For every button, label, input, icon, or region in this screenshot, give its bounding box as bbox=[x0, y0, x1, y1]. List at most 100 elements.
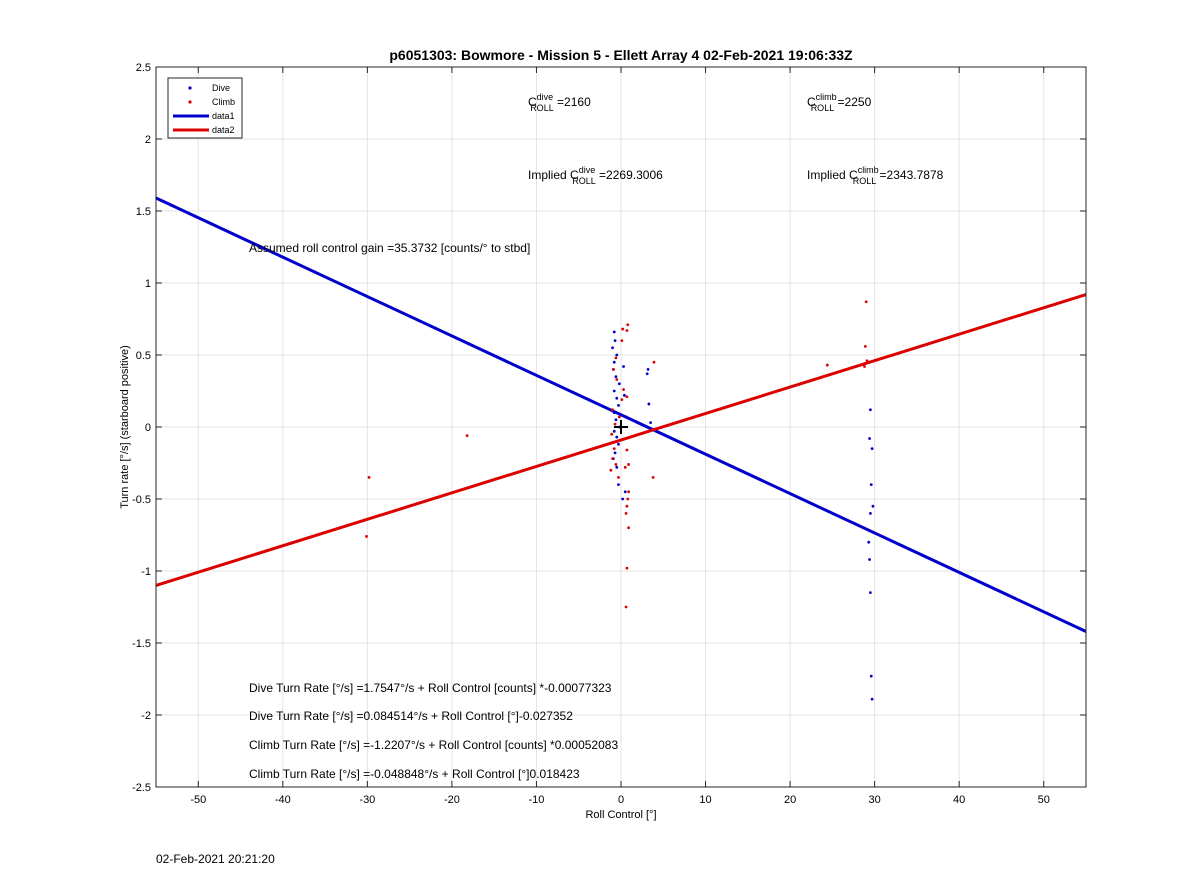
equation-dive-degrees: Dive Turn Rate [°/s] =0.084514°/s + Roll… bbox=[249, 709, 573, 723]
fit-line-data1 bbox=[155, 196, 1087, 633]
y-tick-label: -2 bbox=[141, 710, 151, 722]
climb-point bbox=[652, 360, 656, 364]
climb-point bbox=[613, 422, 617, 426]
climb-point bbox=[609, 468, 613, 472]
dive-point bbox=[614, 418, 618, 422]
fit-lines bbox=[155, 196, 1087, 633]
legend-data1-label: data1 bbox=[212, 111, 235, 121]
climb-point bbox=[625, 329, 629, 332]
climb-point bbox=[626, 323, 630, 327]
y-axis-ticks: -2.5 -2 -1.5 -1 -0.5 0 0.5 1 1.5 2 2.5 bbox=[132, 62, 1086, 794]
climb-point bbox=[625, 395, 629, 399]
x-tick-label: 30 bbox=[869, 794, 881, 806]
legend-data2-label: data2 bbox=[212, 125, 235, 135]
c-climb-annotation: Cclimb ROLL =2250 bbox=[807, 92, 872, 113]
dive-point bbox=[869, 483, 873, 486]
y-tick-label: -2.5 bbox=[132, 782, 151, 794]
climb-point bbox=[612, 447, 616, 450]
dive-point bbox=[868, 558, 871, 561]
dive-point bbox=[622, 393, 626, 397]
climb-point bbox=[616, 440, 620, 443]
print-timestamp: 02-Feb-2021 20:21:20 bbox=[156, 852, 275, 866]
climb-point bbox=[863, 365, 866, 368]
implied-climb-annotation: Implied Cclimb ROLL =2343.7878 bbox=[807, 165, 944, 186]
y-tick-label: 2 bbox=[145, 134, 151, 146]
climb-point bbox=[620, 339, 624, 342]
dive-point bbox=[612, 411, 616, 414]
dive-point bbox=[615, 465, 619, 469]
climb-point bbox=[625, 566, 629, 570]
climb-point bbox=[627, 463, 631, 466]
x-tick-label: -20 bbox=[444, 794, 460, 806]
dive-point bbox=[617, 483, 620, 486]
equation-dive-counts: Dive Turn Rate [°/s] =1.7547°/s + Roll C… bbox=[249, 681, 612, 695]
dive-point bbox=[622, 365, 625, 368]
climb-point bbox=[627, 490, 631, 494]
dive-point bbox=[612, 429, 616, 433]
dive-point bbox=[611, 346, 614, 350]
climb-point bbox=[611, 457, 614, 461]
equation-climb-counts: Climb Turn Rate [°/s] =-1.2207°/s + Roll… bbox=[249, 738, 618, 752]
x-tick-label: 50 bbox=[1038, 794, 1050, 806]
chart-title: p6051303: Bowmore - Mission 5 - Ellett A… bbox=[389, 47, 853, 63]
climb-point bbox=[610, 432, 614, 436]
y-tick-label: 0.5 bbox=[136, 350, 151, 362]
climb-point bbox=[622, 388, 625, 391]
climb-point bbox=[863, 344, 867, 348]
dive-point bbox=[613, 339, 617, 342]
dive-point bbox=[867, 540, 871, 544]
y-tick-label: 1 bbox=[145, 278, 151, 290]
climb-point bbox=[615, 378, 619, 381]
legend-dive-label: Dive bbox=[212, 83, 230, 93]
climb-point bbox=[624, 512, 628, 515]
dive-point bbox=[646, 368, 650, 371]
gain-annotation: Assumed roll control gain =35.3732 [coun… bbox=[249, 241, 530, 255]
dive-point bbox=[869, 512, 872, 515]
x-tick-label: 40 bbox=[953, 794, 965, 806]
climb-point bbox=[625, 448, 629, 452]
dive-point bbox=[617, 442, 620, 446]
dive-point bbox=[870, 447, 874, 450]
climb-point bbox=[624, 605, 628, 609]
climb-point bbox=[625, 504, 629, 508]
climb-point bbox=[365, 535, 368, 538]
climb-point bbox=[825, 363, 829, 367]
climb-point bbox=[626, 497, 630, 501]
dive-point bbox=[649, 421, 652, 425]
legend-climb-marker bbox=[188, 100, 192, 104]
x-tick-label: -10 bbox=[529, 794, 545, 806]
x-tick-label: -30 bbox=[359, 794, 375, 806]
x-axis-label: Roll Control [°] bbox=[585, 809, 656, 821]
dive-point bbox=[868, 437, 871, 440]
climb-point bbox=[617, 415, 621, 419]
x-tick-label: 20 bbox=[784, 794, 796, 806]
dive-point bbox=[615, 435, 619, 439]
dive-point bbox=[624, 415, 628, 419]
climb-point bbox=[367, 476, 371, 479]
climb-point bbox=[611, 368, 615, 371]
dive-point bbox=[612, 360, 616, 364]
climb-point bbox=[465, 434, 469, 438]
y-tick-label: 1.5 bbox=[136, 206, 151, 218]
dive-point bbox=[614, 375, 618, 378]
dive-point bbox=[869, 408, 872, 412]
climb-point bbox=[627, 526, 631, 530]
dive-point bbox=[869, 591, 872, 594]
dive-point bbox=[615, 396, 619, 400]
climb-point bbox=[614, 463, 618, 466]
dive-point bbox=[615, 353, 619, 357]
data-points bbox=[365, 300, 875, 701]
dive-point bbox=[869, 674, 873, 678]
x-tick-label: 0 bbox=[618, 794, 624, 806]
x-tick-label: 10 bbox=[699, 794, 711, 806]
c-dive-annotation: Cdive ROLL =2160 bbox=[528, 92, 591, 113]
legend-box bbox=[167, 77, 243, 139]
climb-point bbox=[611, 408, 614, 412]
dive-point bbox=[870, 697, 874, 701]
climb-point bbox=[623, 465, 627, 469]
dive-point bbox=[645, 372, 649, 376]
y-axis-label: Turn rate [°/s] (starboard positive) bbox=[119, 345, 131, 509]
y-tick-label: -0.5 bbox=[132, 494, 151, 506]
climb-point bbox=[614, 356, 618, 360]
